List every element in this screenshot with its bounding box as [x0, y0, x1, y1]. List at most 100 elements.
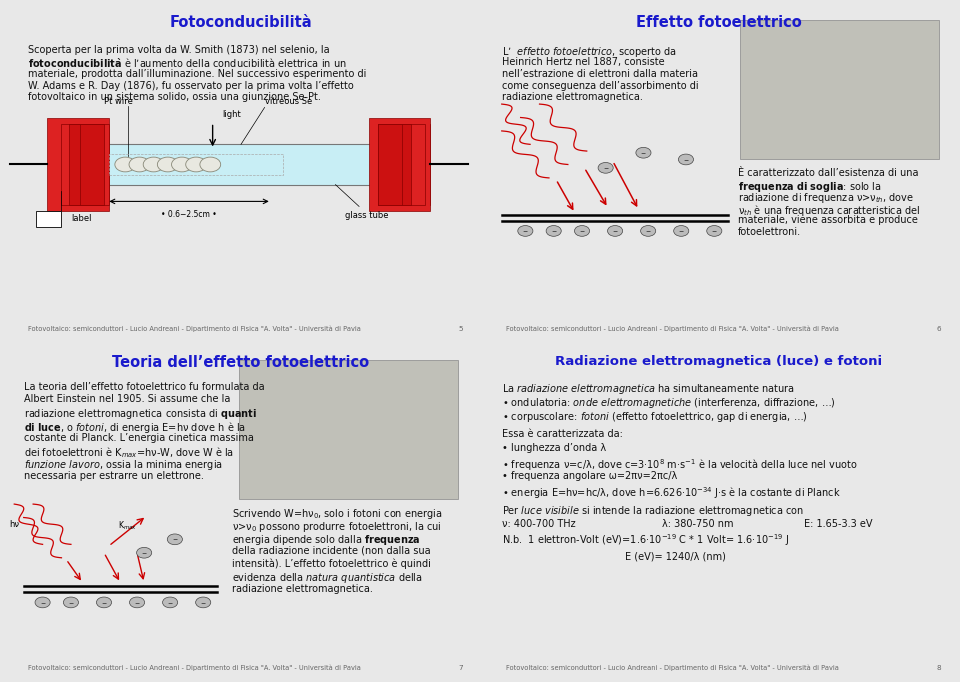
Bar [378, 124, 411, 205]
Text: materiale, prodotta dall’illuminazione. Nel successivo esperimento di: materiale, prodotta dall’illuminazione. … [29, 69, 367, 79]
Text: Fotovoltaico: semiconduttori - Lucio Andreani - Dipartimento di Fisica "A. Volta: Fotovoltaico: semiconduttori - Lucio And… [29, 665, 361, 671]
Circle shape [707, 226, 722, 236]
Text: materiale, viene assorbita e produce: materiale, viene assorbita e produce [738, 215, 918, 225]
Text: 5: 5 [458, 325, 463, 331]
Text: • energia E=hν=hc/λ, dove h=6.626·10$^{-34}$ J·s è la costante di Planck: • energia E=hν=hc/λ, dove h=6.626·10$^{-… [502, 486, 840, 501]
Text: −: − [612, 228, 617, 233]
Text: W. Adams e R. Day (1876), fu osservato per la prima volta l’effetto: W. Adams e R. Day (1876), fu osservato p… [29, 80, 354, 91]
Bar [108, 154, 283, 175]
Circle shape [115, 157, 135, 172]
Text: È caratterizzato dall’esistenza di una: È caratterizzato dall’esistenza di una [738, 168, 919, 178]
Bar [99, 145, 392, 185]
Text: N.b.  1 elettron-Volt (eV)=1.6·10$^{-19}$ C * 1 Volt= 1.6·10$^{-19}$ J: N.b. 1 elettron-Volt (eV)=1.6·10$^{-19}$… [502, 533, 789, 548]
Text: • frequenza angolare ω=2πν=2πc/λ: • frequenza angolare ω=2πν=2πc/λ [502, 471, 677, 481]
Circle shape [130, 597, 145, 608]
Text: Teoria dell’effetto fotoelettrico: Teoria dell’effetto fotoelettrico [112, 355, 370, 370]
Text: costante di Planck. L’energia cinetica massima: costante di Planck. L’energia cinetica m… [24, 432, 253, 443]
Bar [50, 124, 102, 205]
Text: K$_{max}$: K$_{max}$ [118, 520, 137, 532]
Circle shape [172, 157, 192, 172]
Text: Essa è caratterizzata da:: Essa è caratterizzata da: [502, 429, 623, 439]
Circle shape [162, 597, 178, 608]
Text: −: − [684, 157, 688, 162]
Text: $\bf{\it{funzione}}$ $\bf{\it{lavoro}}$, ossia la minima energia: $\bf{\it{funzione}}$ $\bf{\it{lavoro}}$,… [24, 458, 223, 472]
Text: radiazione di frequenza ν>ν$_{th}$, dove: radiazione di frequenza ν>ν$_{th}$, dove [738, 192, 914, 205]
Text: −: − [603, 165, 609, 170]
Circle shape [674, 226, 688, 236]
Circle shape [167, 534, 182, 545]
Text: Heinrich Hertz nel 1887, consiste: Heinrich Hertz nel 1887, consiste [502, 57, 664, 67]
Text: vitreous Se: vitreous Se [265, 97, 312, 106]
Text: −: − [102, 600, 107, 605]
Bar [68, 124, 102, 205]
Bar [61, 124, 108, 205]
Text: $\bf{di}$ $\bf{luce}$, o $\it{fotoni}$, di energia E=hν dove h è la: $\bf{di}$ $\bf{luce}$, o $\it{fotoni}$, … [24, 420, 246, 435]
Text: 6: 6 [936, 325, 941, 331]
Circle shape [96, 597, 111, 608]
Circle shape [185, 157, 206, 172]
Text: ν: 400-700 THz: ν: 400-700 THz [502, 518, 575, 529]
Circle shape [636, 147, 651, 158]
Text: λ: 380-750 nm: λ: 380-750 nm [662, 518, 733, 529]
Text: Effetto fotoelettrico: Effetto fotoelettrico [636, 15, 802, 30]
Text: fotovoltaico in un sistema solido, ossia una giunzione Se-Pt.: fotovoltaico in un sistema solido, ossia… [29, 92, 322, 102]
Text: Fotovoltaico: semiconduttori - Lucio Andreani - Dipartimento di Fisica "A. Volta: Fotovoltaico: semiconduttori - Lucio And… [507, 665, 839, 671]
Bar [740, 20, 939, 160]
Bar [378, 124, 425, 205]
Circle shape [517, 226, 533, 236]
Text: Fotoconducibilità: Fotoconducibilità [170, 15, 312, 30]
Bar [47, 117, 108, 211]
Text: E: 1.65-3.3 eV: E: 1.65-3.3 eV [804, 518, 873, 529]
Circle shape [35, 597, 50, 608]
Circle shape [129, 157, 150, 172]
Text: energia dipende solo dalla $\bf{frequenza}$: energia dipende solo dalla $\bf{frequenz… [231, 533, 420, 547]
Text: −: − [40, 600, 45, 605]
Text: Pt wire: Pt wire [104, 97, 132, 106]
Text: intensità). L’effetto fotoelettrico è quindi: intensità). L’effetto fotoelettrico è qu… [231, 559, 430, 569]
Text: come conseguenza dell’assorbimento di: come conseguenza dell’assorbimento di [502, 80, 698, 91]
Text: dei fotoelettroni è K$_{max}$=hν-W, dove W è la: dei fotoelettroni è K$_{max}$=hν-W, dove… [24, 445, 234, 460]
Circle shape [640, 226, 656, 236]
Text: 7: 7 [458, 665, 463, 671]
Text: −: − [134, 600, 140, 605]
Text: −: − [641, 150, 646, 155]
Bar [378, 124, 430, 205]
Text: • lunghezza d’onda λ: • lunghezza d’onda λ [502, 443, 606, 453]
Text: • 0.6−2.5cm •: • 0.6−2.5cm • [161, 210, 217, 219]
Text: • frequenza ν=c/λ, dove c=3·10$^8$ m·s$^{-1}$ è la velocità della luce nel vuoto: • frequenza ν=c/λ, dove c=3·10$^8$ m·s$^… [502, 457, 857, 473]
Text: Radiazione elettromagnetica (luce) e fotoni: Radiazione elettromagnetica (luce) e fot… [556, 355, 882, 368]
Text: $\bf{fotoconducibilit\`{a}}$ è l’aumento della conducibilità elettrica in un: $\bf{fotoconducibilit\`{a}}$ è l’aumento… [29, 57, 347, 70]
Circle shape [143, 157, 164, 172]
Circle shape [574, 226, 589, 236]
Circle shape [136, 548, 152, 558]
Text: −: − [167, 600, 173, 605]
Text: Per $\it{luce}$ $\it{visibile}$ si intende la radiazione elettromagnetica con: Per $\it{luce}$ $\it{visibile}$ si inten… [502, 505, 804, 518]
Text: Scrivendo W=hν$_0$, solo i fotoni con energia: Scrivendo W=hν$_0$, solo i fotoni con en… [231, 507, 442, 522]
Text: Albert Einstein nel 1905. Si assume che la: Albert Einstein nel 1905. Si assume che … [24, 394, 230, 404]
Text: della radiazione incidente (non dalla sua: della radiazione incidente (non dalla su… [231, 546, 430, 556]
Bar [369, 117, 430, 211]
Text: La teoria dell’effetto fotoelettrico fu formulata da: La teoria dell’effetto fotoelettrico fu … [24, 382, 264, 391]
Text: Scoperta per la prima volta da W. Smith (1873) nel selenio, la: Scoperta per la prima volta da W. Smith … [29, 46, 330, 55]
Text: L’  $\it{effetto}$ $\it{fotoelettrico}$, scoperto da: L’ $\it{effetto}$ $\it{fotoelettrico}$, … [502, 46, 677, 59]
Text: −: − [523, 228, 528, 233]
Text: evidenza della $\it{natura}$ $\it{quantistica}$ della: evidenza della $\it{natura}$ $\it{quanti… [231, 572, 422, 585]
Text: −: − [201, 600, 205, 605]
Circle shape [546, 226, 562, 236]
Bar [36, 211, 61, 226]
Text: −: − [679, 228, 684, 233]
Text: glass tube: glass tube [345, 211, 389, 220]
Text: radiazione elettromagnetica.: radiazione elettromagnetica. [502, 92, 642, 102]
Text: −: − [68, 600, 74, 605]
Text: hν: hν [10, 520, 19, 529]
Text: • corpuscolare: $\it{fotoni}$ (effetto fotoelettrico, gap di energia, …): • corpuscolare: $\it{fotoni}$ (effetto f… [502, 410, 807, 424]
Text: −: − [172, 537, 178, 542]
Text: −: − [645, 228, 651, 233]
Circle shape [598, 162, 613, 173]
Text: radiazione elettromagnetica.: radiazione elettromagnetica. [231, 584, 372, 594]
Circle shape [200, 157, 221, 172]
Text: $\bf{frequenza}$ $\bf{di}$ $\bf{soglia}$: solo la: $\bf{frequenza}$ $\bf{di}$ $\bf{soglia}$… [738, 179, 881, 194]
Text: fotoelettroni.: fotoelettroni. [738, 226, 801, 237]
Text: label: label [71, 214, 91, 223]
Text: Fotovoltaico: semiconduttori - Lucio Andreani - Dipartimento di Fisica "A. Volta: Fotovoltaico: semiconduttori - Lucio And… [29, 325, 361, 331]
